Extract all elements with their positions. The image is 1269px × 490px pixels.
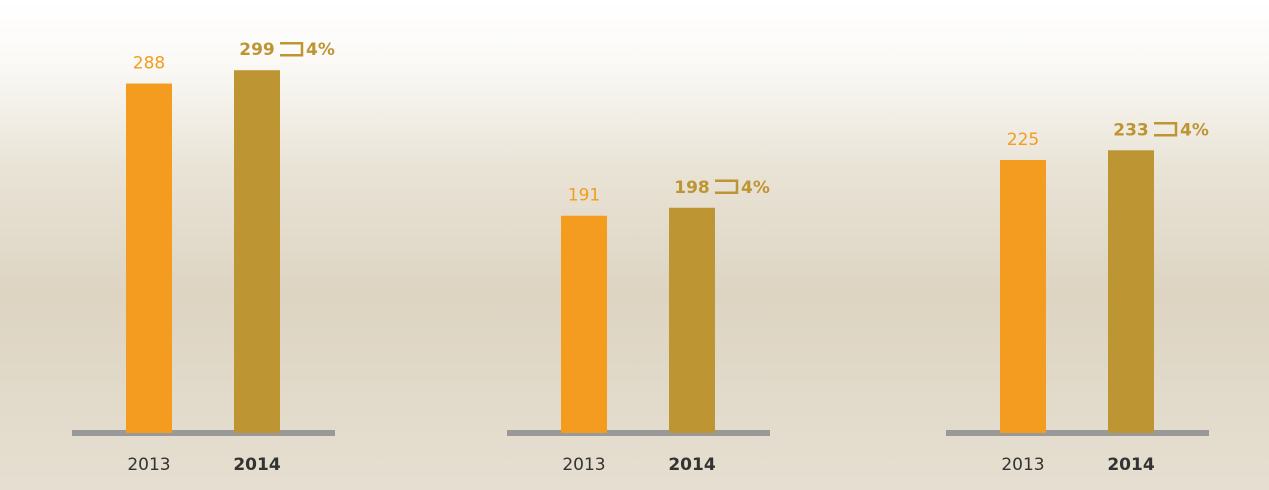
value-label: 191	[568, 186, 600, 206]
bar	[561, 215, 607, 433]
bar	[1000, 160, 1046, 433]
bar	[1108, 150, 1154, 433]
change-bracket	[280, 41, 304, 57]
bar	[669, 207, 715, 433]
x-tick-label: 2013	[1001, 455, 1044, 475]
bar	[126, 83, 172, 433]
value-label: 225	[1007, 130, 1039, 150]
bar	[234, 70, 280, 434]
x-tick-label: 2013	[562, 455, 605, 475]
value-label: 299	[239, 40, 275, 60]
x-tick-label: 2014	[233, 455, 280, 475]
baseline	[946, 430, 1209, 436]
value-label: 288	[133, 54, 165, 74]
baseline	[72, 430, 335, 436]
change-label: 4%	[1180, 120, 1209, 140]
x-tick-label: 2013	[127, 455, 170, 475]
value-label: 233	[1113, 120, 1149, 140]
change-label: 4%	[306, 40, 335, 60]
change-bracket	[1154, 122, 1178, 137]
change-label: 4%	[741, 178, 770, 198]
baseline	[507, 430, 770, 436]
x-tick-label: 2014	[668, 455, 715, 475]
x-tick-label: 2014	[1107, 455, 1154, 475]
value-label: 198	[674, 178, 710, 198]
change-bracket	[715, 179, 739, 195]
